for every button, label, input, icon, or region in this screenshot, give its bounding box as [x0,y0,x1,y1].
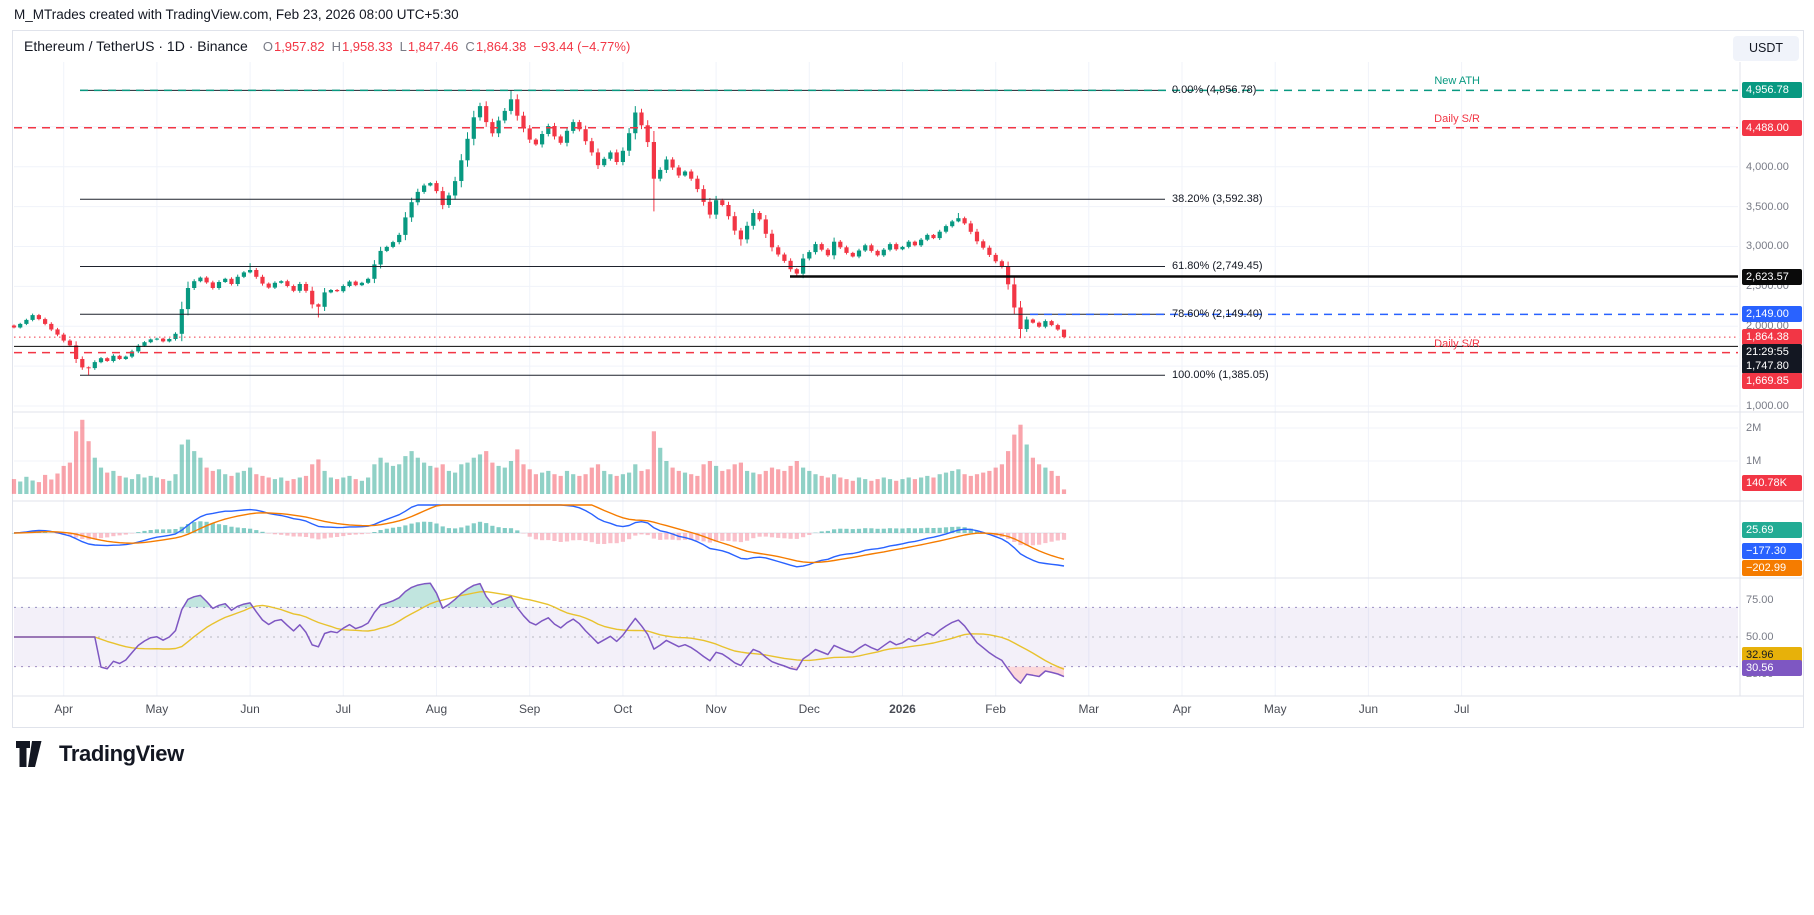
ohlc-value: 1,847.46 [407,39,459,54]
symbol-bar: Ethereum / TetherUS · 1D · Binance O1,957… [24,38,630,54]
tradingview-logo-text: TradingView [59,741,184,766]
currency-toggle-button[interactable]: USDT [1733,36,1799,61]
ohlc-key: L [399,39,407,54]
ohlc-value: 1,958.33 [341,39,393,54]
ohlc-value: 1,957.82 [273,39,325,54]
ohlc-value: 1,864.38 [475,39,527,54]
ohlc-key: O [262,39,273,54]
ohlc-values: O1,957.82 H1,958.33 L1,847.46 C1,864.38 −93.… [256,38,630,54]
credit-text: M_MTrades created with TradingView.com, … [14,7,459,22]
ohlc-key: H [331,39,341,54]
change-value: −93.44 (−4.77%) [533,39,631,54]
symbol-title[interactable]: Ethereum / TetherUS · 1D · Binance [24,38,248,54]
ohlc-key: C [465,39,475,54]
tradingview-logo-icon [16,741,42,767]
chart-panel [12,30,1804,728]
tradingview-logo[interactable]: TradingView [16,741,184,767]
